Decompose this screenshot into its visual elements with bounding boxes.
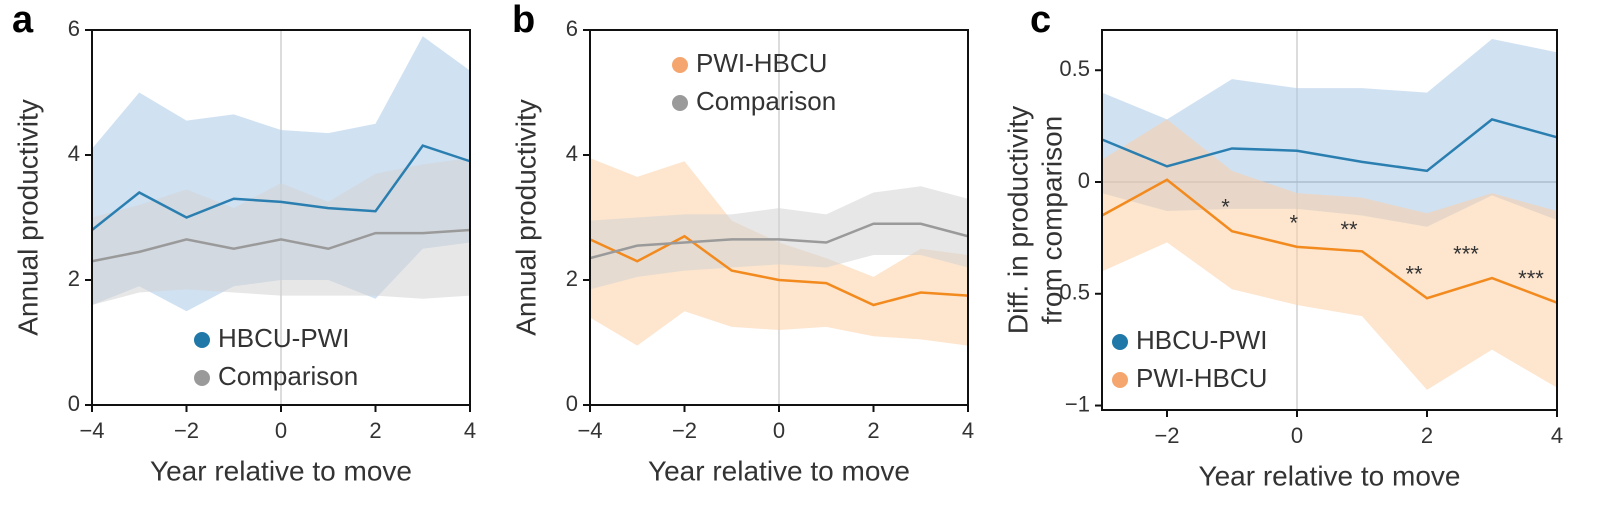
y-axis-label: from comparison (1036, 116, 1067, 325)
confidence-band (92, 158, 470, 305)
legend-marker (672, 95, 688, 111)
legend-label: HBCU-PWI (1136, 325, 1267, 355)
panel-letter: c (1030, 0, 1051, 41)
panel-letter: b (512, 0, 535, 41)
series-line (589, 222, 969, 260)
plot-frame (1101, 29, 1558, 411)
y-tick-label: 0 (68, 391, 80, 416)
x-tick-label: −2 (1154, 423, 1179, 448)
y-tick-label: 0.5 (1059, 56, 1090, 81)
y-axis-label: Annual productivity (510, 99, 541, 336)
series-line (91, 228, 471, 263)
significance-mark: ** (1340, 217, 1358, 242)
significance-mark: * (1289, 210, 1298, 235)
y-tick-label: 6 (566, 16, 578, 41)
y-axis-label: Diff. in productivity (1002, 106, 1033, 334)
legend-marker (672, 57, 688, 73)
series-line (91, 144, 471, 231)
panel: −4 −2 0 2 4 0 2 4 6 Year relative to move Annual p… (510, 0, 974, 486)
legend-marker (194, 332, 210, 348)
significance-mark: ** (1405, 262, 1423, 287)
x-tick-label: −2 (174, 418, 199, 443)
panel: −4 −2 0 2 4 0 2 4 6 Year relative to move Annual p… (12, 0, 476, 486)
panel: −2 0 2 4 −1 0.5 0 0.5 Year relative to move Diff.… (1002, 0, 1563, 491)
x-tick-label: 2 (369, 418, 381, 443)
y-tick-label: 2 (566, 266, 578, 291)
series-line (1101, 178, 1558, 304)
legend-marker (194, 370, 210, 386)
y-tick-label: 0 (1078, 168, 1090, 193)
panel-letter: a (12, 0, 34, 41)
y-tick-label: 2 (68, 266, 80, 291)
confidence-band (590, 186, 968, 290)
legend-label: PWI-HBCU (1136, 363, 1267, 393)
significance-mark: *** (1453, 242, 1479, 267)
legend-label: Comparison (696, 86, 836, 116)
x-tick-label: 0 (275, 418, 287, 443)
x-tick-label: 0 (773, 418, 785, 443)
x-tick-label: −4 (577, 418, 602, 443)
legend-label: Comparison (218, 361, 358, 391)
y-tick-label: 0 (566, 391, 578, 416)
x-axis-label: Year relative to move (150, 455, 412, 486)
x-tick-label: −4 (79, 418, 104, 443)
x-tick-label: 4 (962, 418, 974, 443)
x-tick-label: 2 (1421, 423, 1433, 448)
legend-marker (1112, 334, 1128, 350)
x-tick-label: 4 (464, 418, 476, 443)
y-tick-label: 4 (68, 141, 80, 166)
y-tick-label: 0.5 (1059, 280, 1090, 305)
y-tick-label: 4 (566, 141, 578, 166)
significance-mark: * (1221, 195, 1230, 220)
series-line (589, 234, 969, 307)
legend-label: HBCU-PWI (218, 323, 349, 353)
confidence-band (1102, 119, 1557, 390)
x-axis-label: Year relative to move (1199, 460, 1461, 491)
x-tick-label: 0 (1291, 423, 1303, 448)
series-line (1101, 118, 1558, 173)
legend-label: PWI-HBCU (696, 48, 827, 78)
x-tick-label: 4 (1551, 423, 1563, 448)
y-tick-label: −1 (1065, 391, 1090, 416)
significance-mark: *** (1518, 266, 1544, 291)
y-axis-label: Annual productivity (12, 99, 43, 336)
x-tick-label: −2 (672, 418, 697, 443)
y-tick-label: 6 (68, 16, 80, 41)
x-axis-label: Year relative to move (648, 455, 910, 486)
legend-marker (1112, 372, 1128, 388)
x-tick-label: 2 (867, 418, 879, 443)
